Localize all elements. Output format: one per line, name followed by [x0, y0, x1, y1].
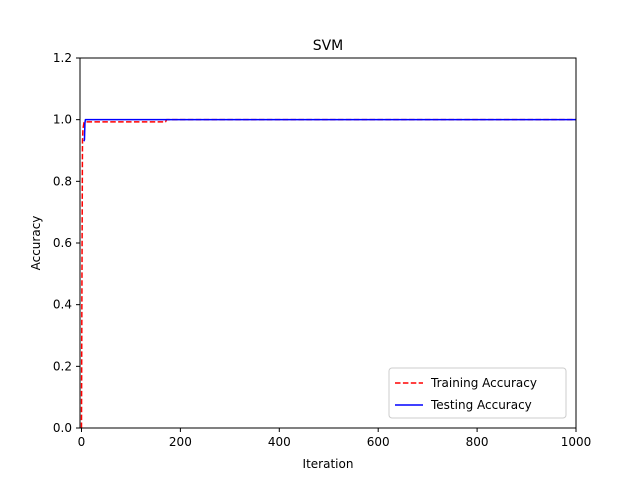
y-tick-label: 0.6 — [53, 236, 72, 250]
x-axis-label: Iteration — [303, 457, 354, 471]
legend-box — [388, 367, 567, 419]
x-tick-label: 200 — [169, 435, 192, 449]
y-tick-label: 0.2 — [53, 359, 72, 373]
legend: Training Accuracy Testing Accuracy — [388, 367, 567, 419]
plot-area: 0 200 400 600 800 1000 0.0 0.2 0.4 0.6 0.8 1.0 1.2 Tr… — [53, 51, 591, 449]
chart-title: SVM — [313, 38, 344, 54]
x-tick-label: 400 — [268, 435, 291, 449]
y-tick-label: 1.0 — [53, 113, 72, 127]
y-tick-label: 0.0 — [53, 421, 72, 435]
x-tick-label: 600 — [367, 435, 390, 449]
x-tick-label: 0 — [78, 435, 86, 449]
x-tick-label: 1000 — [561, 435, 592, 449]
y-tick-label: 1.2 — [53, 51, 72, 65]
y-axis-label: Accuracy — [29, 216, 43, 271]
y-tick-label: 0.8 — [53, 174, 72, 188]
legend-label-2: Testing Accuracy — [430, 398, 532, 412]
series-line-2 — [83, 118, 576, 142]
legend-label-1: Training Accuracy — [430, 376, 537, 390]
series-line-1 — [80, 118, 576, 429]
y-tick-label: 0.4 — [53, 298, 72, 312]
x-tick-label: 800 — [466, 435, 489, 449]
